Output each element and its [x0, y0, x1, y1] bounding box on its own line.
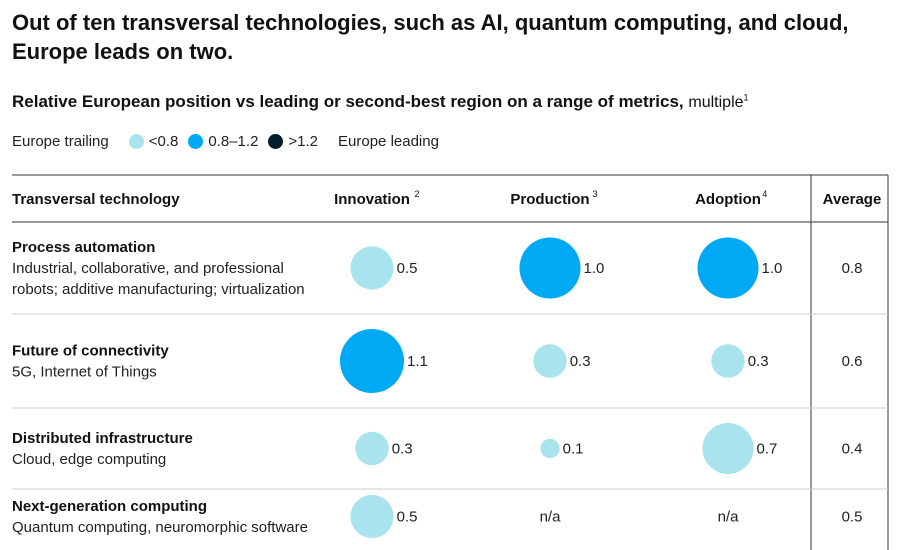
bubble-adoption	[697, 237, 759, 299]
bubble-innovation	[350, 246, 394, 290]
average-value: 0.8	[842, 260, 863, 277]
row-description: Cloud, edge computing	[12, 451, 166, 468]
column-header-average: Average	[823, 191, 882, 208]
row-title: Next-generation computing	[12, 498, 207, 515]
row-title: Future of connectivity	[12, 343, 169, 360]
row-title: Distributed infrastructure	[12, 430, 193, 447]
bubble-label-innovation: 0.5	[397, 260, 418, 277]
bubble-innovation	[350, 494, 394, 539]
column-header-footnote: 2	[415, 189, 420, 199]
bubble-production	[519, 237, 581, 299]
row-description: 5G, Internet of Things	[12, 364, 157, 381]
bubble-innovation	[355, 431, 389, 466]
column-header-innovation: Innovation	[334, 191, 410, 208]
bubble-adoption	[702, 422, 754, 475]
bubble-label-innovation: 0.5	[397, 509, 418, 526]
bubble-production	[540, 438, 560, 459]
legend-dot-mid	[188, 134, 204, 149]
bubble-label-innovation: 0.3	[392, 441, 413, 458]
row-title: Process automation	[12, 239, 155, 256]
subtitle-unit: multiple	[688, 94, 744, 111]
bubble-innovation	[340, 329, 404, 393]
bubble-production	[533, 344, 567, 378]
bubble-label-production: 0.1	[563, 441, 584, 458]
legend-label-low: <0.8	[148, 133, 179, 150]
legend-dot-high	[268, 134, 284, 149]
bubble-adoption	[711, 344, 745, 378]
row-description: Quantum computing, neuromorphic software	[12, 519, 308, 536]
chart-headline: Out of ten transversal technologies, suc…	[12, 10, 849, 64]
bubble-label-production: 1.0	[584, 260, 605, 277]
bubble-label-adoption: 0.3	[748, 353, 769, 370]
column-header-adoption: Adoption	[695, 191, 761, 208]
chart-subtitle: Relative European position vs leading or…	[12, 92, 749, 112]
subtitle-main: Relative European position vs leading or…	[12, 92, 684, 111]
bubble-label-adoption: 1.0	[762, 260, 783, 277]
legend-right-label: Europe leading	[338, 133, 439, 150]
bubble-label-adoption: 0.7	[757, 441, 778, 458]
average-value: 0.4	[842, 441, 863, 458]
column-header-footnote: 3	[593, 189, 598, 199]
legend-dot-low	[128, 134, 144, 149]
average-value: 0.6	[842, 353, 863, 370]
value-na: n/a	[540, 509, 562, 526]
legend-label-high: >1.2	[288, 133, 319, 150]
bubble-label-innovation: 1.1	[407, 353, 428, 370]
column-header-footnote: 4	[762, 189, 767, 199]
legend-label-mid: 0.8–1.2	[208, 133, 259, 150]
bubble-label-production: 0.3	[570, 353, 591, 370]
row-description: robots; additive manufacturing; virtuali…	[12, 281, 305, 298]
average-value: 0.5	[842, 509, 863, 526]
legend-left-label: Europe trailing	[12, 133, 109, 150]
row-description: Industrial, collaborative, and professio…	[12, 260, 284, 277]
legend: Europe trailing <0.8 0.8–1.2 >1.2 Europe…	[12, 133, 439, 150]
column-header-technology: Transversal technology	[12, 191, 180, 208]
subtitle-footnote: 1	[743, 92, 749, 103]
column-header-production: Production	[510, 191, 589, 208]
value-na: n/a	[718, 509, 740, 526]
